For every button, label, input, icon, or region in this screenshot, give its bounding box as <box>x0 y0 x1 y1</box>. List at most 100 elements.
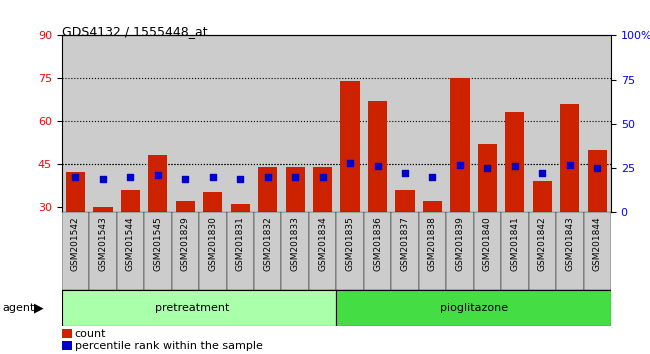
Text: GSM201544: GSM201544 <box>126 216 135 271</box>
Bar <box>391 212 419 290</box>
Bar <box>144 35 172 212</box>
Text: GSM201836: GSM201836 <box>373 216 382 271</box>
Bar <box>309 35 337 212</box>
Bar <box>419 212 446 290</box>
Bar <box>254 35 281 212</box>
Bar <box>588 150 607 292</box>
Text: GSM201843: GSM201843 <box>566 216 575 271</box>
Bar <box>450 78 469 292</box>
Bar <box>258 167 278 292</box>
Bar <box>227 212 254 290</box>
Bar <box>446 212 474 290</box>
Point <box>565 162 575 167</box>
Point <box>400 171 410 176</box>
Text: GSM201830: GSM201830 <box>208 216 217 271</box>
Bar <box>89 212 117 290</box>
Point <box>290 174 300 180</box>
Point <box>455 162 465 167</box>
Bar <box>364 35 391 212</box>
Bar <box>423 201 442 292</box>
Text: GSM201545: GSM201545 <box>153 216 162 271</box>
Text: GSM201839: GSM201839 <box>456 216 465 271</box>
Text: GSM201833: GSM201833 <box>291 216 300 271</box>
Text: GSM201835: GSM201835 <box>346 216 355 271</box>
Text: agent: agent <box>2 303 34 313</box>
Point <box>125 174 136 180</box>
Bar <box>368 101 387 292</box>
Point <box>180 176 190 182</box>
Bar <box>117 212 144 290</box>
Text: GSM201841: GSM201841 <box>510 216 519 271</box>
Text: GSM201542: GSM201542 <box>71 216 80 271</box>
Bar <box>144 212 172 290</box>
Bar <box>584 35 611 212</box>
Point <box>510 164 520 169</box>
Text: GSM201840: GSM201840 <box>483 216 492 271</box>
Text: GSM201837: GSM201837 <box>400 216 410 271</box>
Bar <box>556 35 584 212</box>
Bar <box>254 212 281 290</box>
Bar <box>337 212 364 290</box>
Point <box>263 174 273 180</box>
Bar <box>341 81 359 292</box>
Text: GSM201838: GSM201838 <box>428 216 437 271</box>
Bar <box>501 212 528 290</box>
Text: GDS4132 / 1555448_at: GDS4132 / 1555448_at <box>62 25 207 38</box>
Bar <box>231 204 250 292</box>
Text: GSM201842: GSM201842 <box>538 216 547 271</box>
Bar <box>199 35 227 212</box>
Bar <box>199 212 227 290</box>
Bar <box>556 212 584 290</box>
Bar <box>584 212 611 290</box>
Point <box>537 171 547 176</box>
Bar <box>121 189 140 292</box>
Bar <box>528 35 556 212</box>
Text: pioglitazone: pioglitazone <box>439 303 508 313</box>
Text: percentile rank within the sample: percentile rank within the sample <box>75 341 263 350</box>
Bar <box>281 35 309 212</box>
Bar <box>148 155 168 292</box>
Bar <box>560 104 579 292</box>
Bar <box>478 144 497 292</box>
Text: ▶: ▶ <box>34 302 44 314</box>
Bar <box>176 201 195 292</box>
Bar <box>391 35 419 212</box>
Point <box>592 165 603 171</box>
Bar <box>474 35 501 212</box>
Bar <box>395 189 415 292</box>
Text: GSM201831: GSM201831 <box>236 216 245 271</box>
Bar <box>117 35 144 212</box>
Point <box>207 174 218 180</box>
Point <box>317 174 328 180</box>
Bar <box>474 212 501 290</box>
Point <box>482 165 493 171</box>
Text: GSM201543: GSM201543 <box>98 216 107 271</box>
Bar <box>337 35 364 212</box>
Bar <box>337 290 611 326</box>
Bar <box>62 212 89 290</box>
Point <box>98 176 108 182</box>
Bar <box>172 212 199 290</box>
Bar <box>364 212 391 290</box>
Bar <box>227 35 254 212</box>
Point <box>235 176 246 182</box>
Point <box>427 174 437 180</box>
Bar <box>528 212 556 290</box>
Bar <box>89 35 117 212</box>
Point <box>70 174 81 180</box>
Point <box>153 172 163 178</box>
Text: GSM201844: GSM201844 <box>593 216 602 271</box>
Bar <box>281 212 309 290</box>
Bar <box>313 167 332 292</box>
Text: pretreatment: pretreatment <box>155 303 229 313</box>
Bar <box>172 35 199 212</box>
Point <box>372 164 383 169</box>
Bar <box>309 212 337 290</box>
Bar <box>446 35 474 212</box>
Bar <box>501 35 528 212</box>
Text: GSM201834: GSM201834 <box>318 216 327 271</box>
Bar <box>285 167 305 292</box>
Bar <box>419 35 446 212</box>
Bar <box>203 193 222 292</box>
Bar <box>66 172 85 292</box>
